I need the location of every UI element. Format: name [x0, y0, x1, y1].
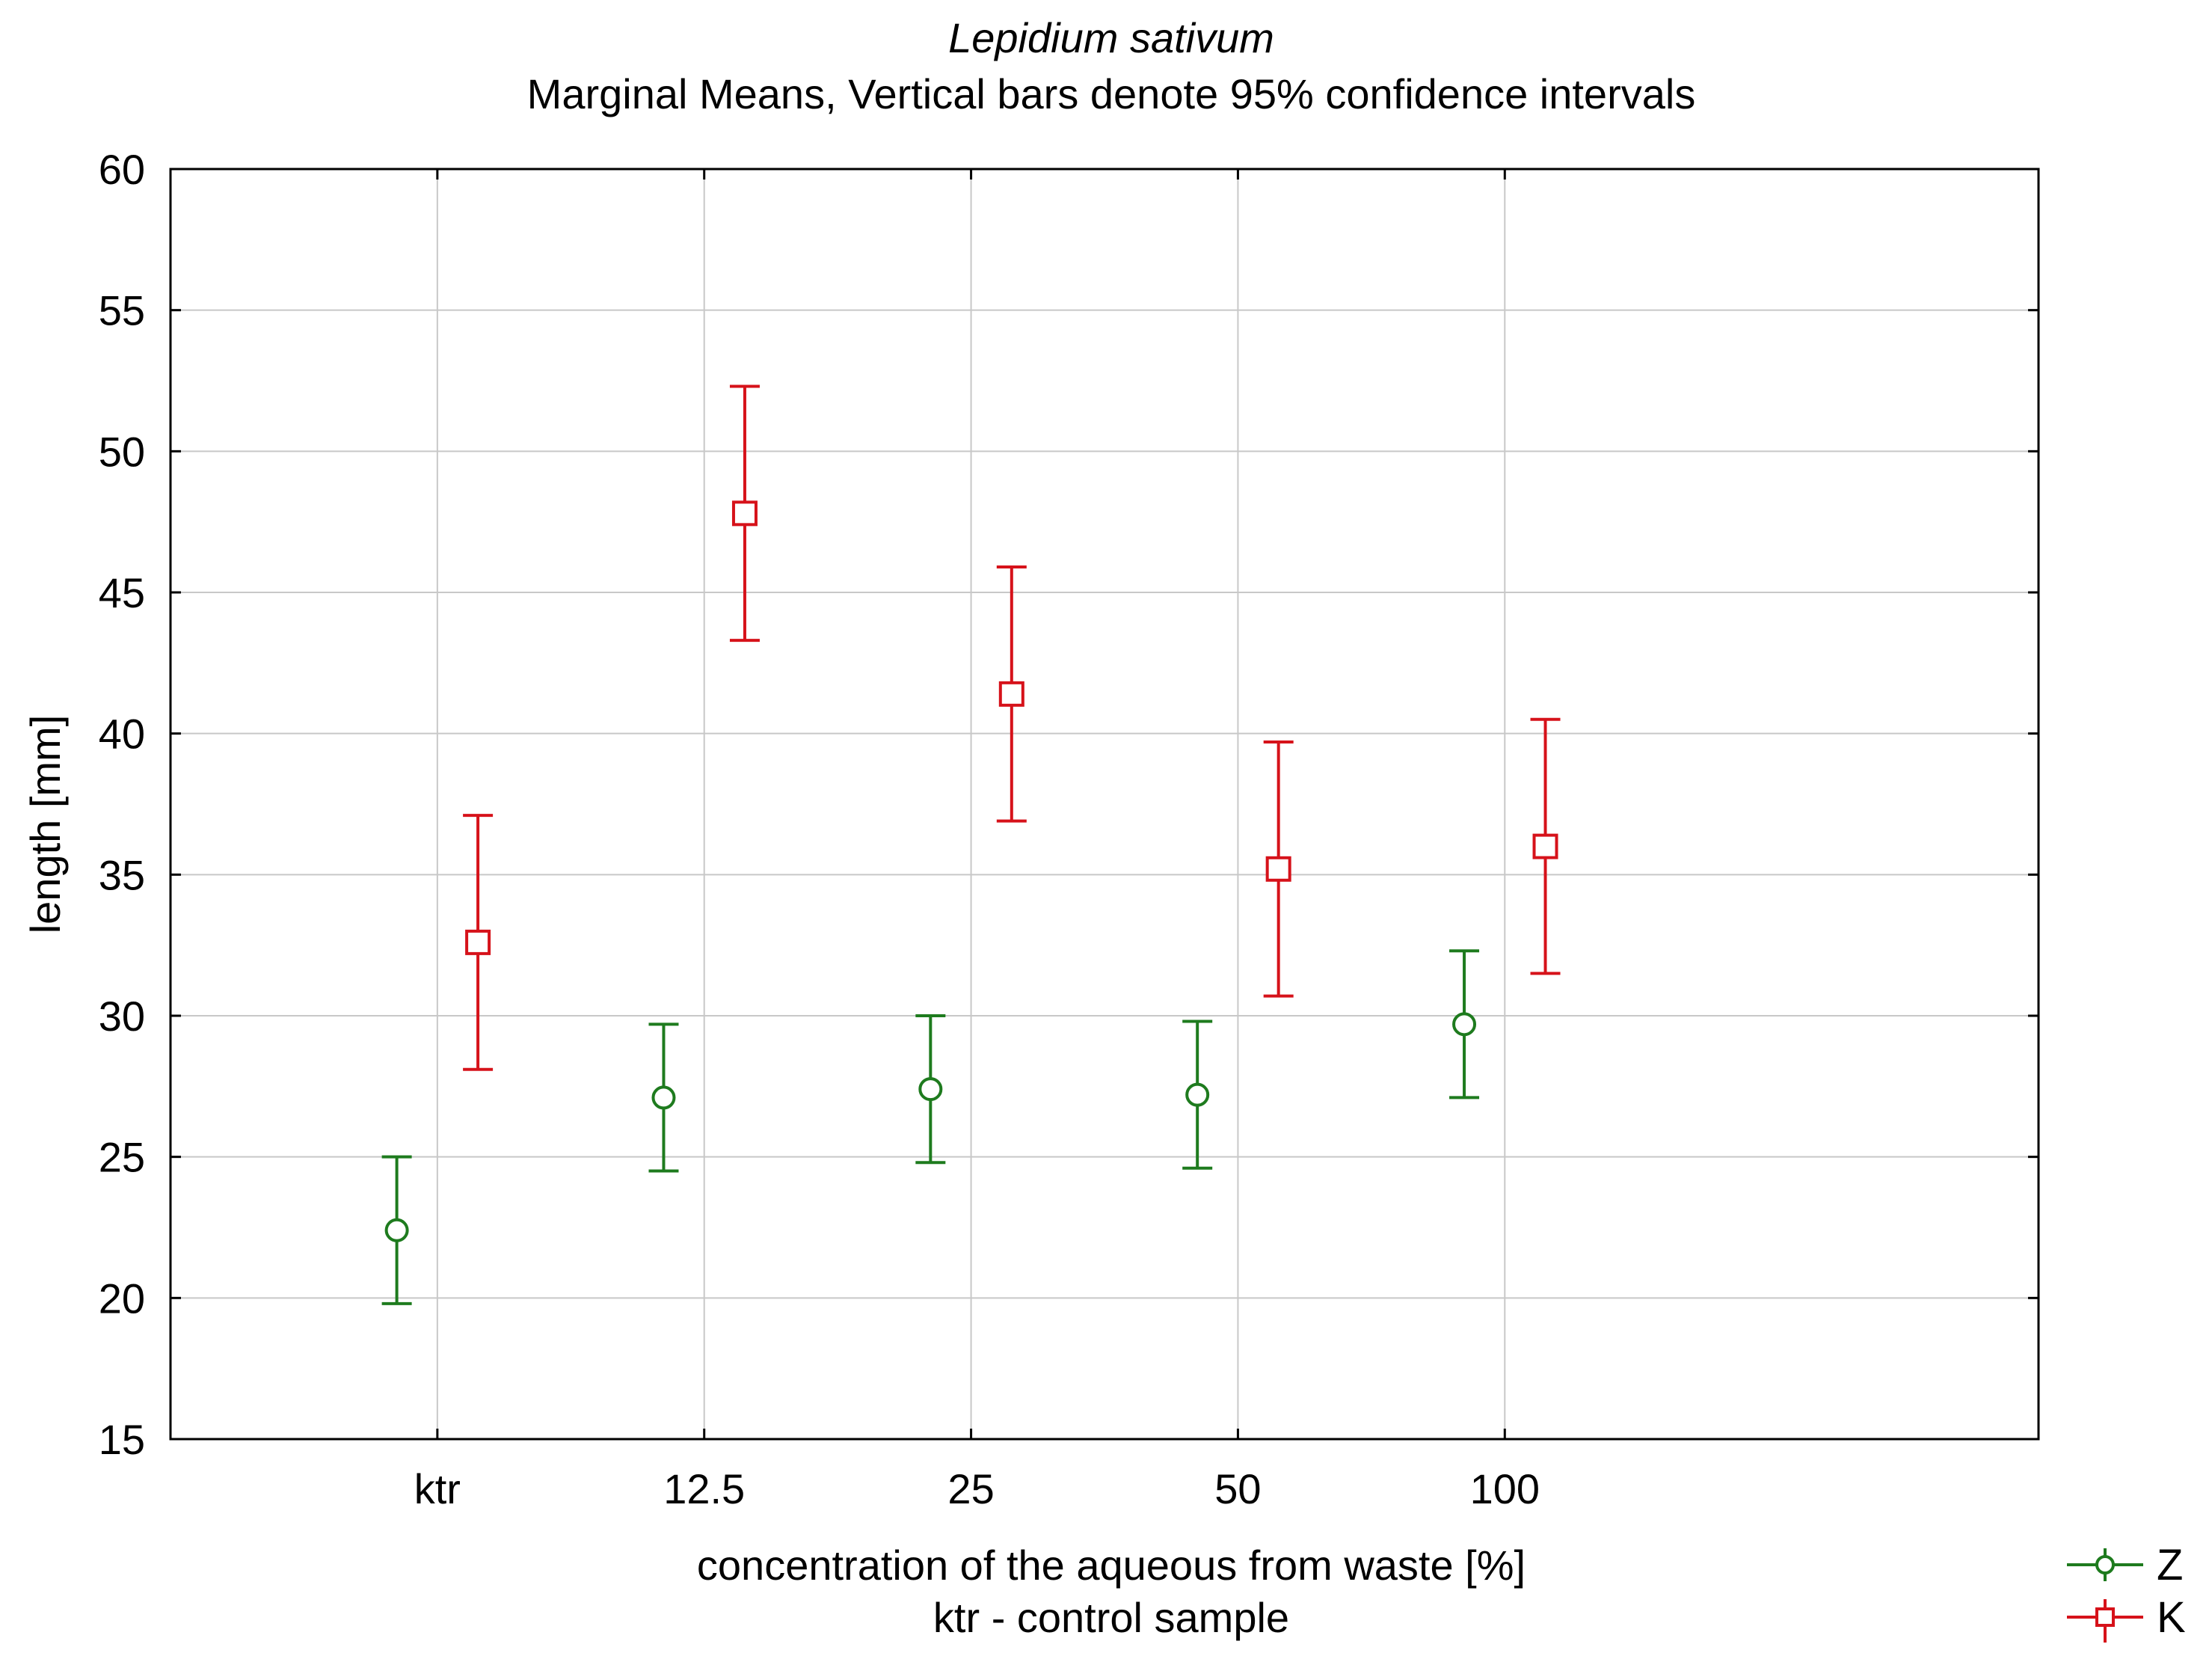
- y-tick-label: 50: [99, 428, 145, 475]
- data-point: [1185, 1082, 1210, 1107]
- y-tick-label: 60: [99, 146, 145, 193]
- y-tick-label: 35: [99, 851, 145, 898]
- grid-layer: [170, 168, 2039, 1440]
- data-point: [651, 1085, 676, 1110]
- legend: Z K: [2067, 1541, 2186, 1643]
- x-tick-label: 50: [1214, 1465, 1261, 1512]
- legend-label-z: Z: [2157, 1541, 2183, 1589]
- y-tick-label: 30: [99, 993, 145, 1040]
- y-axis-label: length [mm]: [22, 715, 69, 934]
- data-point: [384, 1218, 409, 1242]
- x-axis-label: concentration of the aqueous from waste …: [697, 1542, 1526, 1589]
- data-point: [465, 929, 491, 955]
- y-tick-label: 15: [99, 1416, 145, 1463]
- y-tick-label: 25: [99, 1134, 145, 1181]
- data-point: [1452, 1012, 1477, 1037]
- series-layer: [381, 384, 1561, 1305]
- y-tick-label: 55: [99, 287, 145, 334]
- data-point: [1532, 833, 1558, 859]
- x-axis-note: ktr - control sample: [933, 1594, 1289, 1641]
- legend-label-k: K: [2157, 1593, 2186, 1642]
- chart-subtitle: Marginal Means, Vertical bars denote 95%…: [527, 70, 1696, 117]
- plot-frame: [169, 168, 2040, 1441]
- y-tick-label: 40: [99, 711, 145, 758]
- y-axis-ticks: 15 20 25 30 35 40 45 50 55 60: [99, 146, 2039, 1463]
- x-tick-label: 12.5: [663, 1465, 745, 1512]
- y-tick-label: 20: [99, 1275, 145, 1322]
- series-k: [463, 384, 1561, 1071]
- series-z: [381, 949, 1480, 1305]
- y-tick-label: 45: [99, 569, 145, 616]
- x-tick-label: 25: [947, 1465, 994, 1512]
- x-tick-label: 100: [1470, 1465, 1540, 1512]
- x-tick-label: ktr: [414, 1465, 461, 1512]
- legend-marker-k: [2095, 1607, 2115, 1627]
- data-point: [1265, 856, 1291, 882]
- data-point: [998, 681, 1024, 707]
- data-point: [918, 1077, 943, 1102]
- legend-marker-z: [2095, 1555, 2115, 1574]
- data-point: [731, 500, 758, 527]
- chart-title: Lepidium sativum: [948, 14, 1274, 61]
- x-axis-ticks: ktr 12.5 25 50 100: [414, 169, 1540, 1512]
